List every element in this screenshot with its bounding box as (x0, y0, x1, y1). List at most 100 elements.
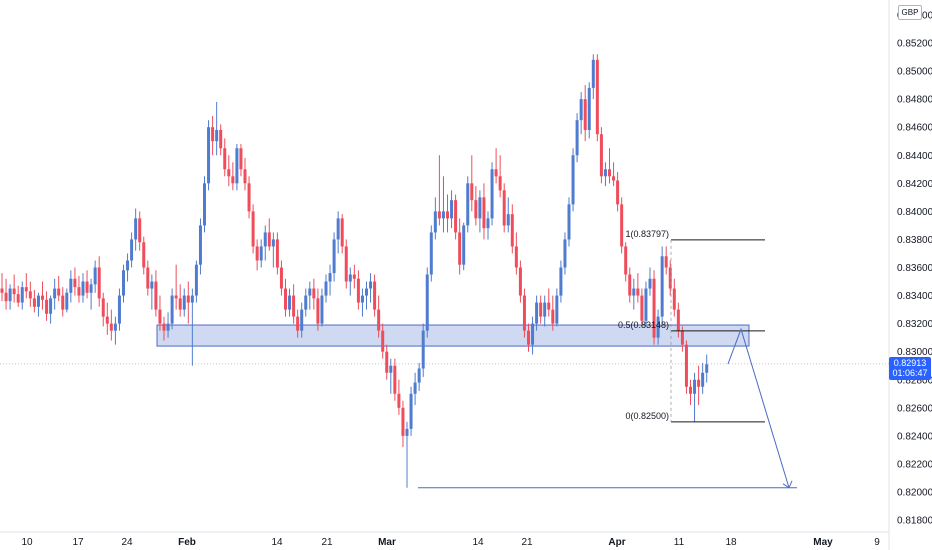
candle-body (628, 274, 632, 296)
price-tick-label: 0.85000 (897, 67, 932, 78)
candle-body (385, 351, 389, 373)
candle-body (466, 183, 470, 226)
candle-body (170, 295, 174, 324)
price-tick-label: 0.82800 (897, 375, 932, 386)
candle-body (393, 365, 397, 394)
candle-body (109, 323, 113, 331)
candle-body (397, 393, 401, 408)
candle-body (684, 344, 688, 387)
candle-body (348, 274, 352, 282)
candle-body (506, 214, 510, 226)
candle-body (126, 260, 130, 271)
candle-body (522, 295, 526, 331)
candle-body (255, 246, 259, 261)
candle-body (97, 267, 101, 299)
fib-level-label: 0(0.82500) (625, 411, 669, 421)
candle-body (405, 428, 409, 436)
candle-body (122, 270, 125, 296)
candle-body (672, 288, 676, 310)
candle-body (12, 288, 16, 295)
candle-body (482, 197, 486, 229)
price-tick-label: 0.83000 (897, 347, 932, 358)
candle-body (543, 302, 547, 317)
candle-body (243, 169, 247, 184)
time-tick-label: May (813, 537, 833, 548)
candle-body (502, 190, 506, 226)
candle-body (494, 169, 498, 177)
candle-body (292, 295, 296, 317)
candle-body (409, 393, 413, 429)
candle-body (603, 169, 607, 177)
candle-body (113, 323, 117, 331)
time-axis[interactable]: 10 17 24 Feb 14 21 Mar 14 21 Apr 11 18 May 9 (21, 537, 880, 548)
price-axis[interactable]: 0.854000.852000.850000.848000.846000.844… (897, 10, 932, 526)
support-resistance-zone (156, 324, 750, 347)
candle-body (336, 218, 340, 240)
candle-body (575, 120, 579, 156)
candle-body (474, 200, 478, 219)
candle-body (413, 382, 417, 394)
candle-body (81, 281, 85, 296)
candle-body (689, 386, 692, 394)
candle-body (640, 295, 644, 321)
candle-body (369, 281, 373, 289)
price-tick-label: 0.82600 (897, 403, 932, 414)
last-price-value: 0.82913 (893, 358, 927, 368)
price-tick-label: 0.84000 (897, 207, 932, 218)
candle-body (365, 288, 368, 296)
candle-body (211, 127, 215, 142)
arrow-head-icon (782, 480, 793, 489)
candlestick-series (0, 54, 709, 488)
bar-countdown: 01:06:47 (892, 368, 928, 378)
candle-body (356, 278, 360, 303)
time-tick-label: 11 (674, 537, 685, 548)
fib-level-label: 0.5(0.83148) (618, 320, 669, 330)
candle-body (567, 204, 571, 240)
candle-body (433, 211, 437, 233)
candle-body (616, 180, 620, 205)
candle-body (377, 309, 381, 331)
gridlines (0, 0, 890, 550)
candle-body (45, 299, 49, 314)
candle-body (579, 99, 583, 121)
time-tick-label: 24 (121, 537, 133, 548)
candle-body (154, 281, 158, 310)
candle-body (332, 239, 336, 274)
price-tick-label: 0.84800 (897, 95, 932, 106)
candle-body (693, 379, 697, 394)
candle-body (312, 288, 316, 299)
candle-body (668, 267, 672, 289)
candle-body (421, 330, 425, 369)
candle-body (231, 176, 235, 184)
candle-body (328, 273, 332, 282)
candle-body (300, 309, 304, 331)
candle-body (429, 232, 433, 275)
candle-body (644, 288, 648, 321)
time-tick-label: Apr (608, 537, 625, 548)
candle-body (527, 330, 530, 345)
price-tick-label: 0.84200 (897, 179, 932, 190)
candle-body (138, 218, 142, 243)
candle-body (150, 281, 154, 289)
candle-body (239, 148, 243, 170)
candle-body (267, 232, 271, 247)
last-price-tag: 0.82913 01:06:47 (889, 357, 931, 380)
candle-body (599, 134, 603, 177)
candle-body (587, 87, 591, 130)
currency-label[interactable]: GBP (898, 5, 922, 20)
candle-body (227, 169, 231, 177)
candle-body (207, 127, 211, 184)
candle-body (490, 169, 494, 219)
price-tick-label: 0.84400 (897, 151, 932, 162)
time-tick-label: 21 (321, 537, 333, 548)
candle-body (340, 218, 344, 247)
time-tick-label: Mar (378, 537, 396, 548)
candle-body (186, 295, 190, 303)
candle-body (676, 309, 680, 331)
candle-body (101, 298, 105, 317)
candle-body (514, 246, 518, 268)
candle-body (454, 200, 458, 233)
candle-body (190, 295, 194, 303)
demand-zone-rect (156, 324, 750, 347)
